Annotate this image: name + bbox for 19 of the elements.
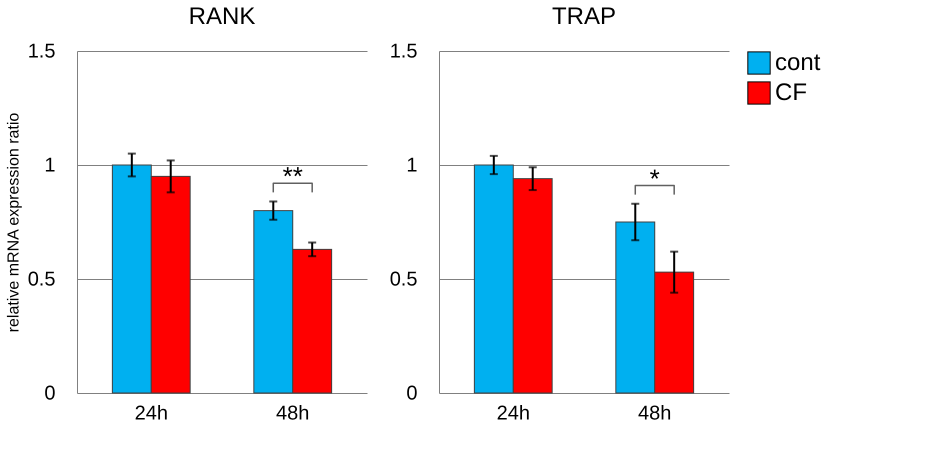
chart-title: RANK (188, 3, 256, 30)
x-tick-label: 24h (134, 402, 168, 424)
y-tick-label: 1.5 (390, 40, 418, 62)
y-tick-label: 1 (44, 154, 56, 176)
legend-label: CF (775, 79, 807, 106)
y-tick-label: 1.5 (28, 40, 56, 62)
y-tick-label: 0 (44, 382, 56, 404)
y-tick-label: 0 (406, 382, 418, 404)
annotation: ** (282, 161, 303, 192)
legend-label: cont (775, 49, 821, 76)
x-tick-label: 48h (276, 402, 310, 424)
annotation: * (650, 164, 660, 194)
y-tick-label: 0.5 (390, 268, 418, 290)
y-tick-label: 0.5 (28, 268, 56, 290)
chart-title: TRAP (552, 3, 616, 30)
x-tick-label: 48h (638, 402, 672, 424)
y-axis-title: relative mRNA expression ratio (6, 112, 23, 332)
x-tick-label: 24h (496, 402, 530, 424)
y-tick-label: 1 (406, 154, 418, 176)
